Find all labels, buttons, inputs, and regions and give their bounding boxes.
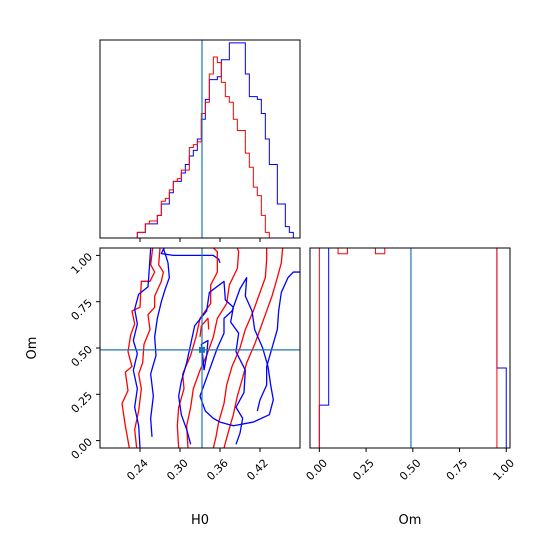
panel-frame: [309, 247, 511, 449]
x-axis-title: H0: [191, 513, 209, 528]
histogram-series-series_a: [318, 248, 507, 448]
y-tick-label: 0.25: [69, 389, 96, 416]
histogram-series-series_b: [318, 248, 507, 448]
x-tick-label: 0.24: [124, 457, 151, 484]
contour-line-series_a: [256, 271, 300, 412]
x-tick-label: 0.42: [244, 457, 271, 484]
x-tick-label: 0.50: [397, 457, 424, 484]
contour-line-series_a: [150, 248, 170, 437]
y-tick-label: 0.00: [69, 436, 96, 463]
x-tick-label: 0.25: [350, 457, 377, 484]
y-tick-label: 1.00: [69, 250, 96, 277]
contour-line-series_a: [178, 280, 246, 445]
y-axis-title: Om: [25, 337, 40, 360]
panel-frame: [99, 39, 301, 239]
om-histogram-panel: 0.00 0.25 0.50 0.75 1.00 Om: [304, 247, 518, 528]
contour-line-series_b: [121, 248, 156, 448]
contour-line-series_a: [200, 339, 209, 371]
x-tick-label: 0.75: [444, 457, 471, 484]
x-tick-label: 0.36: [204, 457, 231, 484]
x-axis-title: Om: [399, 513, 422, 528]
contour-line-series_b: [199, 317, 210, 337]
histogram-series-series_a: [136, 42, 294, 238]
contour-line-series_b: [223, 248, 284, 448]
x-tick-label: 1.00: [491, 457, 518, 484]
plot-area: [136, 40, 294, 238]
y-tick-label: 0.75: [69, 297, 96, 324]
contour-line-series_b: [212, 248, 268, 448]
h0-om-contour-panel: 0.24 0.30 0.36 0.42 0.00 0.25 0.50 0.75 1.00 H0 Om: [25, 247, 301, 528]
histogram-series-series_b: [136, 56, 294, 238]
y-tick-label: 0.50: [69, 343, 96, 370]
h0-histogram-panel: [99, 39, 301, 242]
x-tick-label: 0.30: [164, 457, 191, 484]
contour-line-series_b: [176, 248, 218, 448]
x-tick-label: 0.00: [304, 457, 331, 484]
plot-area: [318, 248, 507, 448]
truth-marker: [199, 346, 205, 353]
contour-line-series_b: [186, 248, 240, 448]
contour-line-series_a: [199, 276, 274, 427]
plot-area: [100, 248, 300, 448]
contour-line-series_a: [132, 248, 152, 448]
contour-line-series_b: [134, 248, 164, 448]
contour-line-series_a: [160, 248, 221, 264]
